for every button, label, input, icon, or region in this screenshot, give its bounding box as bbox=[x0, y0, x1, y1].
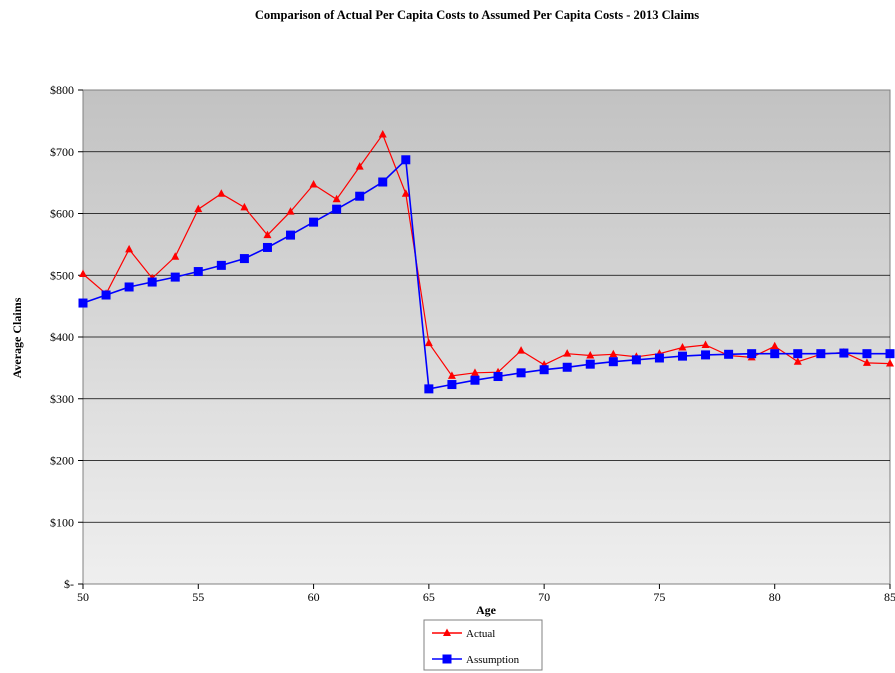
data-point-actual bbox=[194, 204, 203, 213]
data-point-assumption bbox=[147, 277, 157, 287]
chart-title: Comparison of Actual Per Capita Costs to… bbox=[255, 8, 699, 22]
legend-marker-assumption bbox=[442, 654, 452, 664]
y-tick-label: $- bbox=[64, 577, 74, 591]
data-point-assumption bbox=[401, 155, 411, 165]
data-point-actual bbox=[678, 342, 687, 351]
y-tick-label: $700 bbox=[50, 145, 74, 159]
legend: Actual Assumption bbox=[423, 619, 543, 671]
y-tick-label: $400 bbox=[50, 330, 74, 344]
data-point-actual bbox=[286, 207, 295, 215]
data-point-assumption bbox=[493, 372, 503, 382]
data-point-assumption bbox=[816, 349, 826, 359]
y-axis: $- $100 $200 $300 $400 $500 $600 $700 $800 bbox=[50, 83, 83, 591]
grid-lines bbox=[83, 151, 890, 523]
data-point-assumption bbox=[193, 267, 203, 277]
data-point-assumption bbox=[286, 230, 296, 240]
data-point-assumption bbox=[631, 355, 641, 365]
data-point-actual bbox=[171, 252, 180, 260]
x-tick-label: 85 bbox=[884, 590, 895, 604]
data-point-assumption bbox=[701, 350, 711, 360]
data-point-assumption bbox=[677, 351, 687, 361]
series-assumption bbox=[78, 155, 895, 394]
data-point-actual bbox=[862, 358, 871, 366]
data-point-assumption bbox=[654, 353, 664, 363]
data-point-actual bbox=[586, 351, 595, 359]
data-point-assumption bbox=[239, 254, 249, 264]
data-point-actual bbox=[263, 230, 272, 239]
y-tick-label: $300 bbox=[50, 392, 74, 406]
data-point-assumption bbox=[470, 375, 480, 385]
data-point-actual bbox=[378, 129, 387, 138]
data-point-actual bbox=[886, 359, 894, 367]
x-tick-label: 65 bbox=[423, 590, 435, 604]
x-axis: 50 55 60 65 70 75 80 85 bbox=[77, 584, 895, 604]
data-point-assumption bbox=[355, 191, 365, 201]
x-tick-label: 75 bbox=[653, 590, 665, 604]
data-point-assumption bbox=[608, 357, 618, 367]
y-tick-label: $800 bbox=[50, 83, 74, 97]
data-point-assumption bbox=[262, 242, 272, 252]
data-point-assumption bbox=[724, 349, 734, 359]
x-axis-label: Age bbox=[476, 603, 497, 617]
data-point-assumption bbox=[747, 349, 757, 359]
data-point-assumption bbox=[124, 282, 134, 292]
data-point-actual bbox=[125, 244, 134, 253]
data-point-actual bbox=[563, 349, 572, 357]
data-point-assumption bbox=[862, 349, 872, 359]
data-point-assumption bbox=[885, 349, 895, 359]
x-tick-label: 60 bbox=[308, 590, 320, 604]
x-tick-label: 80 bbox=[769, 590, 781, 604]
data-point-actual bbox=[79, 269, 87, 278]
data-point-actual bbox=[701, 340, 710, 349]
data-point-assumption bbox=[170, 272, 180, 282]
data-point-actual bbox=[447, 371, 456, 379]
legend-marker-actual bbox=[443, 628, 451, 636]
y-tick-label: $200 bbox=[50, 454, 74, 468]
data-point-actual bbox=[309, 179, 318, 188]
data-point-assumption bbox=[793, 349, 803, 359]
x-tick-label: 50 bbox=[77, 590, 89, 604]
data-point-assumption bbox=[539, 365, 549, 375]
data-point-assumption bbox=[78, 298, 88, 308]
y-tick-label: $600 bbox=[50, 207, 74, 221]
legend-label-assumption: Assumption bbox=[466, 654, 520, 666]
data-point-assumption bbox=[101, 290, 111, 300]
data-point-assumption bbox=[770, 349, 780, 359]
data-point-actual bbox=[332, 194, 341, 203]
data-point-actual bbox=[424, 338, 433, 347]
series-layer bbox=[78, 129, 895, 394]
data-point-actual bbox=[217, 189, 226, 197]
legend-label-actual: Actual bbox=[466, 628, 495, 640]
x-tick-label: 55 bbox=[192, 590, 204, 604]
y-axis-label: Average Claims bbox=[10, 297, 24, 378]
data-point-assumption bbox=[447, 380, 457, 390]
data-point-assumption bbox=[216, 260, 226, 270]
data-point-actual bbox=[470, 368, 479, 376]
x-tick-label: 70 bbox=[538, 590, 550, 604]
y-tick-label: $500 bbox=[50, 268, 74, 282]
data-point-actual bbox=[609, 349, 618, 358]
data-point-assumption bbox=[424, 384, 434, 394]
data-point-assumption bbox=[839, 348, 849, 358]
data-point-actual bbox=[793, 357, 802, 365]
data-point-actual bbox=[355, 162, 364, 170]
data-point-actual bbox=[517, 346, 526, 354]
data-point-assumption bbox=[309, 217, 319, 227]
data-point-actual bbox=[401, 189, 410, 197]
data-point-assumption bbox=[378, 177, 388, 187]
data-point-assumption bbox=[516, 368, 526, 378]
data-point-assumption bbox=[562, 362, 572, 372]
y-tick-label: $100 bbox=[50, 515, 74, 529]
data-point-assumption bbox=[585, 359, 595, 369]
data-point-assumption bbox=[332, 204, 342, 214]
data-point-actual bbox=[770, 341, 779, 350]
data-point-actual bbox=[240, 202, 249, 211]
